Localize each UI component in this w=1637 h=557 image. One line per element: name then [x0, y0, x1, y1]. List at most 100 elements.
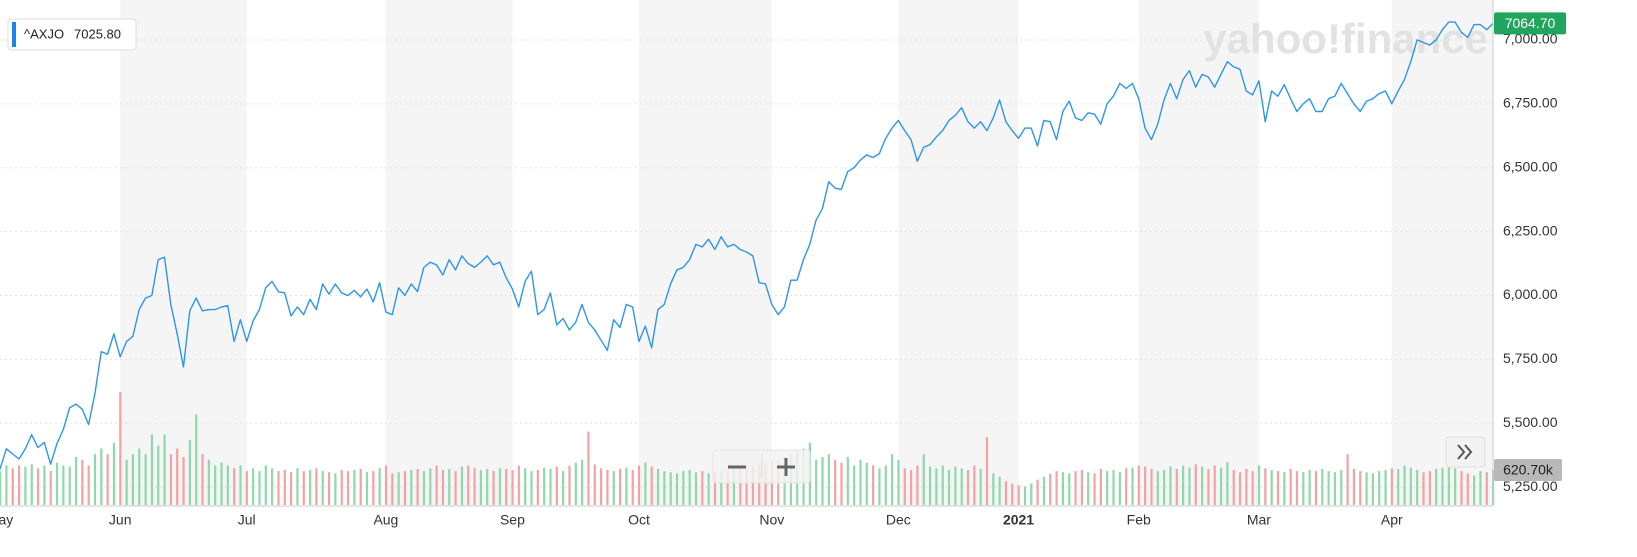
x-tick-label: Dec — [886, 512, 911, 528]
volume-bar — [637, 465, 641, 505]
volume-bar — [878, 468, 881, 505]
volume-bar — [713, 472, 717, 505]
volume-bars — [0, 392, 1495, 505]
volume-bar — [1460, 471, 1463, 505]
volume-bar — [308, 469, 312, 505]
volume-bar — [1175, 468, 1178, 505]
volume-bar — [1428, 471, 1431, 505]
last-volume-label: 620.70k — [1503, 462, 1554, 478]
x-tick-label: Jul — [238, 512, 256, 528]
volume-bar — [1150, 468, 1153, 505]
volume-bar — [1397, 468, 1400, 505]
volume-bar — [701, 471, 704, 505]
volume-bar — [1125, 468, 1128, 505]
volume-bar — [30, 464, 33, 505]
x-tick-label: Oct — [628, 512, 650, 528]
volume-bar — [5, 465, 8, 505]
volume-bar — [1441, 467, 1444, 505]
volume-bar — [87, 465, 90, 505]
volume-bar — [1182, 465, 1185, 505]
volume-bar — [543, 467, 546, 505]
legend-swatch — [12, 22, 16, 47]
volume-bar — [998, 476, 1001, 505]
volume-bar — [935, 468, 938, 505]
x-tick-label: 2021 — [1003, 512, 1034, 528]
volume-bar — [511, 469, 514, 505]
volume-bar — [815, 459, 818, 505]
volume-bar — [169, 454, 173, 505]
volume-bar — [555, 466, 558, 505]
volume-bar — [973, 465, 976, 505]
volume-bar — [650, 466, 653, 505]
volume-bar — [492, 471, 495, 505]
volume-bar — [74, 456, 78, 505]
volume-bar — [897, 459, 900, 505]
volume-bar — [296, 468, 299, 505]
volume-bar — [391, 473, 394, 505]
last-price-label: 7064.70 — [1505, 15, 1556, 31]
volume-bar — [245, 471, 248, 505]
volume-bar — [106, 454, 109, 505]
volume-bar — [827, 454, 830, 505]
button-box — [1445, 436, 1486, 468]
volume-bar — [1302, 472, 1305, 505]
volume-bar — [302, 471, 305, 505]
volume-bar — [1137, 465, 1140, 505]
volume-bar — [1074, 471, 1077, 505]
volume-bar — [524, 468, 527, 505]
volume-bar — [144, 454, 147, 505]
volume-bar — [1099, 468, 1102, 505]
volume-bar — [1194, 464, 1197, 505]
volume-bar — [1447, 465, 1450, 505]
volume-bar — [853, 465, 856, 505]
volume-bar — [100, 448, 103, 505]
volume-bar — [1207, 468, 1210, 505]
volume-bar — [966, 469, 970, 505]
volume-bar — [1384, 469, 1387, 505]
volume-bar — [1327, 471, 1330, 505]
volume-bar — [163, 434, 166, 505]
volume-bar — [1118, 472, 1121, 505]
volume-bar — [751, 465, 755, 505]
volume-bar — [1283, 472, 1286, 505]
volume-bar — [1068, 473, 1071, 505]
x-tick-label: Sep — [500, 512, 525, 528]
axis-labels: 5,250.00 5,500.00 5,750.00 6,000.00 6,250.00… — [0, 31, 1558, 528]
volume-bar — [441, 469, 445, 505]
volume-bar — [36, 468, 40, 505]
month-band — [638, 0, 772, 506]
zoom-controls[interactable] — [712, 449, 811, 484]
volume-bar — [43, 465, 46, 505]
volume-bar — [1308, 469, 1311, 505]
volume-bar — [1403, 465, 1406, 505]
volume-bar — [486, 468, 489, 505]
y-tick-label: 6,750.00 — [1503, 95, 1558, 111]
volume-bar — [17, 465, 21, 505]
x-tick-label: Apr — [1381, 512, 1403, 528]
volume-bar — [49, 471, 52, 505]
y-tick-label: 5,250.00 — [1503, 478, 1558, 494]
volume-bar — [530, 471, 533, 505]
volume-bar — [985, 437, 989, 505]
volume-bar — [1340, 469, 1343, 505]
volume-bar — [587, 431, 590, 505]
volume-bar — [688, 469, 691, 505]
volume-bar — [1435, 468, 1438, 505]
volume-bar — [1390, 468, 1393, 505]
volume-bar — [581, 459, 584, 505]
legend: ^AXJO 7025.80 — [7, 18, 137, 51]
volume-bar — [1257, 465, 1261, 505]
volume-bar — [397, 472, 400, 505]
volume-bar — [473, 467, 476, 505]
volume-bar — [112, 442, 116, 505]
volume-bar — [1106, 471, 1109, 505]
volume-bar — [1346, 454, 1349, 505]
volume-bar — [770, 462, 774, 505]
volume-bar — [663, 471, 666, 505]
price-line — [0, 21, 1494, 470]
scroll-right-button[interactable] — [1445, 436, 1486, 468]
volume-bar — [574, 462, 577, 505]
zoom-in[interactable] — [777, 458, 795, 476]
y-tick-label: 6,000.00 — [1503, 286, 1558, 302]
